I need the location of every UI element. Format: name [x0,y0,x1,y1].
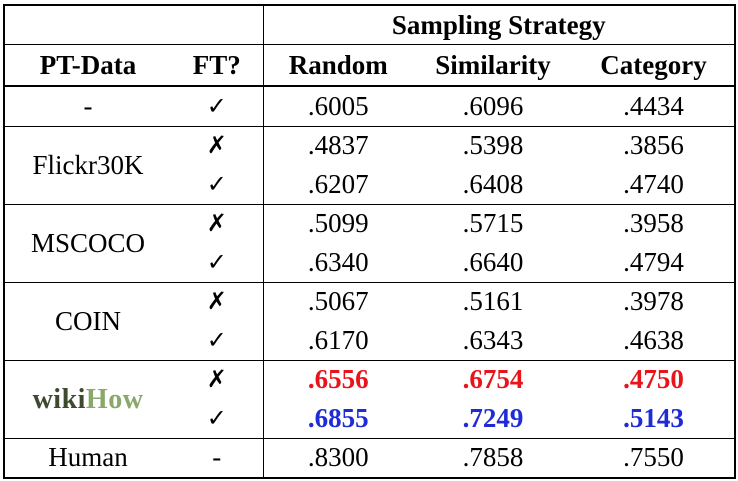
pt-cell: COIN [3,281,171,360]
ft-check-icon: ✓ [171,243,264,282]
table-row: Human - .8300 .7858 .7550 [3,437,737,479]
table-row: ✓ .6170 .6343 .4638 [4,321,737,360]
similarity-cell-best-ft: .7249 [462,402,524,433]
col-header-category: Category [573,44,737,86]
category-cell: .4434 [573,85,737,126]
similarity-cell: .6096 [413,85,573,126]
similarity-cell: .5161 [413,281,573,321]
random-cell: .5099 [263,203,413,243]
wikihow-logo-part1: wiki [32,383,86,415]
similarity-cell: .5398 [413,125,573,165]
header-empty-left [3,4,171,45]
col-header-random: Random [263,44,413,86]
ft-cross-icon: ✗ [171,281,264,321]
wikihow-logo: wikiHow [3,359,171,438]
table-row: MSCOCO ✗ .5099 .5715 .3958 [3,203,737,282]
random-cell-best: .6556 [263,359,413,399]
header-group-label: Sampling Strategy [263,4,737,45]
category-cell: .4794 [573,243,737,282]
ft-cross-icon: ✗ [171,203,264,243]
pt-cell: Human [3,437,171,479]
table-row: wikiHow ✗ .6556 .6754 .4750 [3,359,737,438]
random-cell: .4837 [263,125,413,165]
random-cell: .6207 [307,168,369,199]
table-row: ✓ .6207 .6408 .4740 [4,165,737,204]
results-table: Sampling Strategy PT-Data FT? Random Sim… [3,4,737,479]
category-cell: .4638 [573,321,737,360]
col-header-pt-data: PT-Data [3,44,171,86]
ft-check-icon: ✓ [171,321,264,360]
ft-cross-icon: ✗ [171,125,264,165]
category-cell-best-ft: .5143 [573,399,737,438]
random-cell: .6340 [307,246,369,277]
header-empty-ft [171,4,264,45]
random-cell-best-ft: .6855 [307,402,369,433]
table-row: COIN ✗ .5067 .5161 .3978 [3,281,737,360]
ft-cell: - [171,437,264,479]
col-header-ft: FT? [171,44,264,86]
col-header-similarity: Similarity [413,44,573,86]
pt-cell: MSCOCO [3,203,171,282]
table-row: - ✓ .6005 .6096 .4434 [3,85,737,126]
header-row-group: Sampling Strategy [3,4,737,45]
category-cell: .3856 [573,125,737,165]
pt-cell: Flickr30K [3,125,171,204]
category-cell: .3958 [573,203,737,243]
category-cell: .3978 [573,281,737,321]
ft-check-icon: ✓ [171,399,264,438]
ft-cross-icon: ✗ [171,359,264,399]
wikihow-logo-part2: How [85,383,144,415]
category-cell-best: .4750 [573,359,737,399]
header-row-columns: PT-Data FT? Random Similarity Category [3,44,737,86]
table-row: Flickr30K ✗ .4837 .5398 .3856 [3,125,737,204]
random-cell: .6005 [263,85,413,126]
similarity-cell: .6343 [462,324,524,355]
category-cell: .7550 [573,437,737,479]
random-cell: .6170 [307,324,369,355]
ft-check-icon: ✓ [171,165,264,204]
table-row: ✓ .6855 .7249 .5143 [4,399,737,438]
similarity-cell: .7858 [413,437,573,479]
pt-cell: - [3,85,171,126]
random-cell: .5067 [263,281,413,321]
ft-check-icon: ✓ [171,85,264,126]
similarity-cell: .5715 [413,203,573,243]
category-cell: .4740 [573,165,737,204]
random-cell: .8300 [263,437,413,479]
similarity-cell-best: .6754 [413,359,573,399]
table-row: ✓ .6340 .6640 .4794 [4,243,737,282]
similarity-cell: .6640 [462,246,524,277]
similarity-cell: .6408 [462,168,524,199]
